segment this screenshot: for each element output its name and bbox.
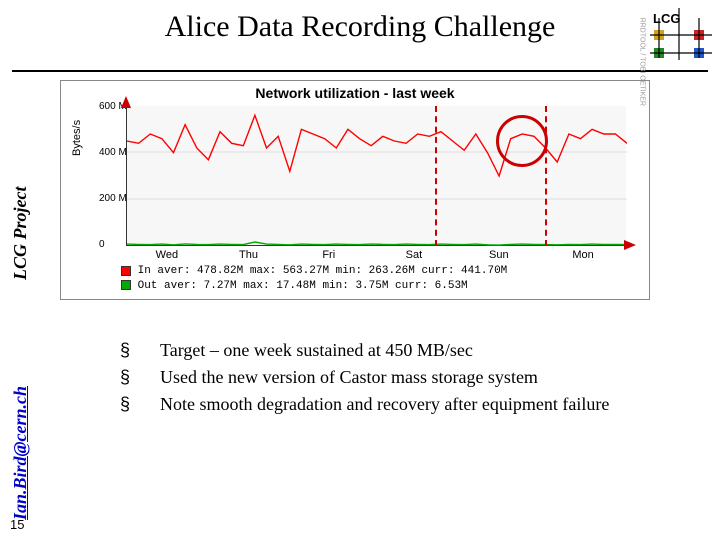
svg-text:LCG: LCG: [653, 11, 680, 26]
legend-box-out: [121, 280, 131, 290]
project-label: LCG Project: [10, 187, 31, 280]
bullet-item: Target – one week sustained at 450 MB/se…: [120, 340, 680, 361]
network-chart: Network utilization - last week Bytes/s …: [60, 80, 650, 300]
legend-out: Out aver: 7.27M max: 17.48M min: 3.75M c…: [121, 279, 507, 293]
chart-plot-area: [126, 106, 626, 246]
sidebar: LCG Project Ian.Bird@cern.ch: [8, 90, 36, 440]
y-arrow-icon: [121, 96, 131, 108]
page-title: Alice Data Recording Challenge: [0, 10, 720, 44]
x-arrow-icon: [624, 240, 636, 250]
y-tick: 0: [99, 239, 105, 250]
chart-title: Network utilization - last week: [61, 81, 649, 101]
x-tick: Sat: [406, 249, 423, 261]
x-tick: Wed: [156, 249, 178, 261]
rrd-credit: RRDTOOL / TOBI OETIKER: [638, 18, 645, 106]
annotation-circle: [496, 115, 548, 167]
header: Alice Data Recording Challenge LCG: [0, 0, 720, 70]
bullet-list: Target – one week sustained at 450 MB/se…: [120, 340, 680, 421]
legend-in: In aver: 478.82M max: 563.27M min: 263.2…: [121, 264, 507, 278]
chart-legend: In aver: 478.82M max: 563.27M min: 263.2…: [121, 264, 507, 293]
legend-box-in: [121, 266, 131, 276]
y-tick: 400 M: [99, 147, 127, 158]
email-link[interactable]: Ian.Bird@cern.ch: [10, 386, 31, 520]
slide-number: 15: [10, 517, 24, 532]
lcg-logo: LCG: [650, 8, 712, 60]
annotation-dash: [545, 106, 547, 246]
divider: [12, 70, 708, 72]
y-tick: 200 M: [99, 193, 127, 204]
y-axis-label: Bytes/s: [71, 120, 83, 156]
x-tick: Thu: [239, 249, 258, 261]
chart-svg: [127, 106, 627, 246]
bullet-item: Used the new version of Castor mass stor…: [120, 367, 680, 388]
x-tick: Sun: [489, 249, 509, 261]
x-tick: Mon: [572, 249, 593, 261]
x-tick: Fri: [322, 249, 335, 261]
bullet-item: Note smooth degradation and recovery aft…: [120, 394, 680, 415]
annotation-dash: [435, 106, 437, 246]
